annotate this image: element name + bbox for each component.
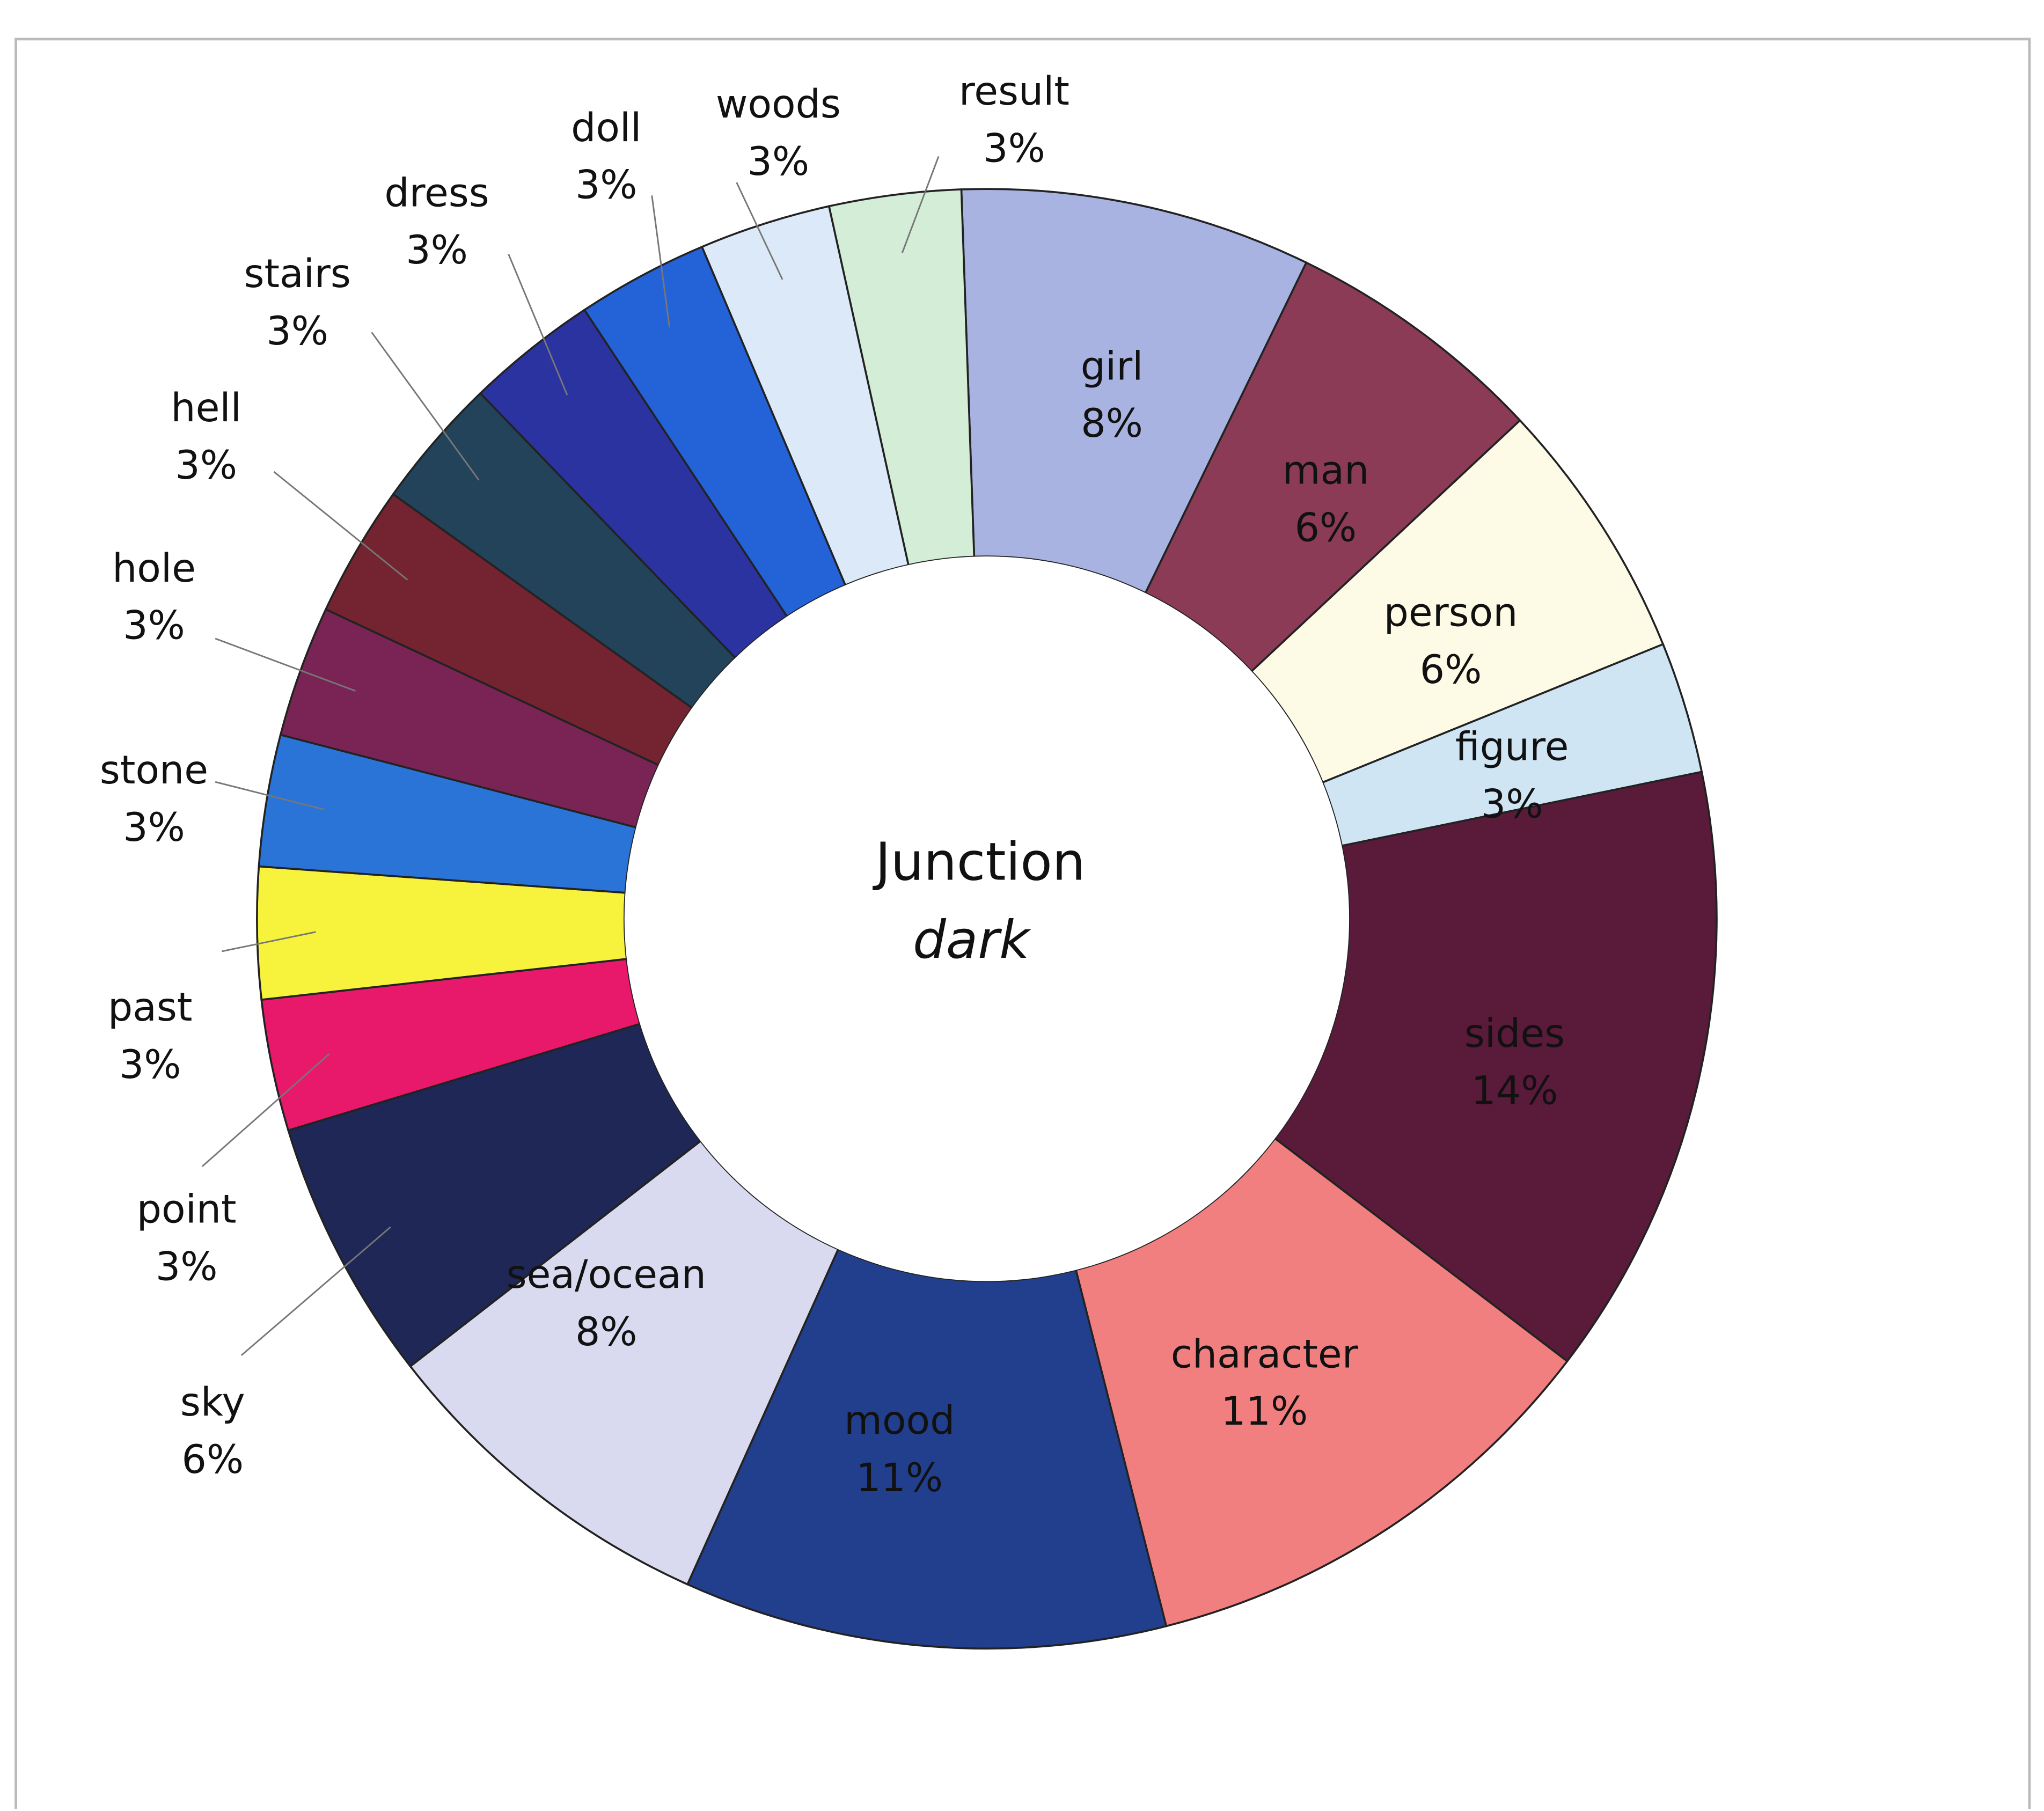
slice-label: woods [716,82,841,127]
slice-label: point [137,1187,237,1233]
leader-line [508,254,568,395]
value-label: 3% [119,1042,181,1088]
donut-hole [624,556,1350,1281]
slice-label: mood [844,1398,955,1443]
slice-label: character [1171,1331,1358,1377]
slice-label: doll [571,105,641,151]
value-label: 3% [123,603,185,649]
leader-line [736,182,783,280]
leader-line [215,781,325,811]
leader-line [901,156,940,253]
value-label: 3% [156,1244,218,1290]
value-label: 6% [1295,505,1357,551]
value-label: 3% [575,163,638,208]
value-label: 8% [1081,401,1143,446]
value-label: 11% [1221,1389,1308,1434]
slice-label: past [108,985,192,1030]
value-label: 14% [1471,1068,1558,1114]
value-label: 3% [175,443,237,488]
slice-label: figure [1455,724,1569,770]
leader-line [215,637,356,692]
leader-line [240,1226,391,1356]
value-label: 6% [181,1437,244,1483]
value-label: 3% [123,805,185,850]
slice-label: stairs [244,251,350,297]
leader-line [221,931,316,952]
value-label: 8% [575,1309,638,1355]
value-label: 3% [1481,781,1543,827]
slice-label: hell [171,385,241,431]
slice-label: man [1282,448,1369,494]
slice-label: dress [384,170,489,216]
chart-subtitle: dark [913,910,1031,970]
slice-label: person [1384,590,1518,635]
leader-line [201,1053,330,1167]
slice-label: stone [100,747,208,793]
value-label: 6% [1420,647,1482,693]
leader-line [371,332,480,481]
slice-label: sides [1464,1011,1565,1057]
value-label: 3% [266,309,328,354]
leader-line [273,471,408,581]
value-label: 3% [983,126,1045,172]
leader-line [651,195,671,328]
value-label: 3% [406,228,468,273]
slice-label: result [959,69,1069,114]
slice-label: sky [180,1380,245,1425]
value-label: 3% [748,139,810,185]
chart-title: Junction [872,831,1085,892]
slice-label: sea/ocean [507,1252,706,1297]
slice-label: hole [112,546,196,591]
value-label: 11% [856,1455,943,1501]
slice-label: girl [1081,343,1144,389]
